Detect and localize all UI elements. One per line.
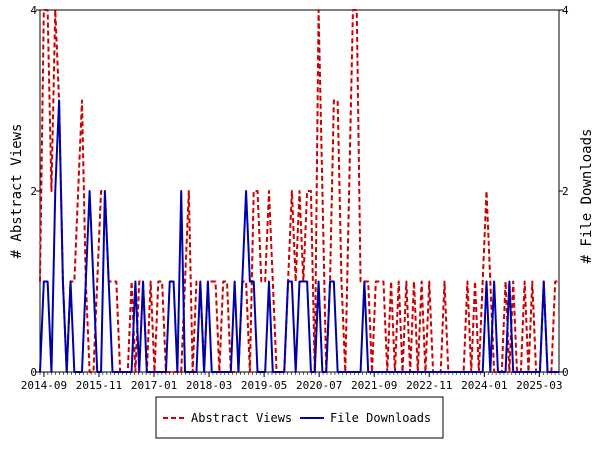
x-tick-label: 2018-03 xyxy=(186,379,232,392)
x-tick-label: 2014-09 xyxy=(21,379,67,392)
y-axis-title-left: # Abstract Views xyxy=(9,124,25,259)
y-axis-title-right: # File Downloads xyxy=(579,129,595,264)
x-tick-label: 2022-11 xyxy=(406,379,452,392)
y-tick-label-left: 2 xyxy=(30,185,37,198)
y-tick-label-right: 0 xyxy=(562,366,569,379)
y-tick-label-right: 2 xyxy=(562,185,569,198)
series-layer xyxy=(39,9,559,373)
x-tick-label: 2021-09 xyxy=(351,379,397,392)
legend-box xyxy=(155,396,444,439)
legend-label-abstract-views: Abstract Views xyxy=(191,411,292,425)
x-tick-label: 2019-05 xyxy=(241,379,287,392)
y-tick-label-right: 4 xyxy=(562,4,569,17)
x-tick-label: 2020-07 xyxy=(296,379,342,392)
x-tick-label: 2017-01 xyxy=(131,379,177,392)
x-tick-label: 2025-03 xyxy=(516,379,562,392)
x-tick-label: 2024-01 xyxy=(461,379,507,392)
series-line-abstract-views xyxy=(39,9,559,373)
legend-label-file-downloads: File Downloads xyxy=(330,411,431,425)
legend: Abstract Views File Downloads xyxy=(155,396,444,439)
x-tick-label: 2015-11 xyxy=(76,379,122,392)
axes-layer: 0 2 4 0 2 4 2014-09 2015-11 2017-01 2018-03 2019-0… xyxy=(21,4,569,392)
y-tick-label-left: 4 xyxy=(30,4,37,17)
y-tick-label-left: 0 xyxy=(30,366,37,379)
